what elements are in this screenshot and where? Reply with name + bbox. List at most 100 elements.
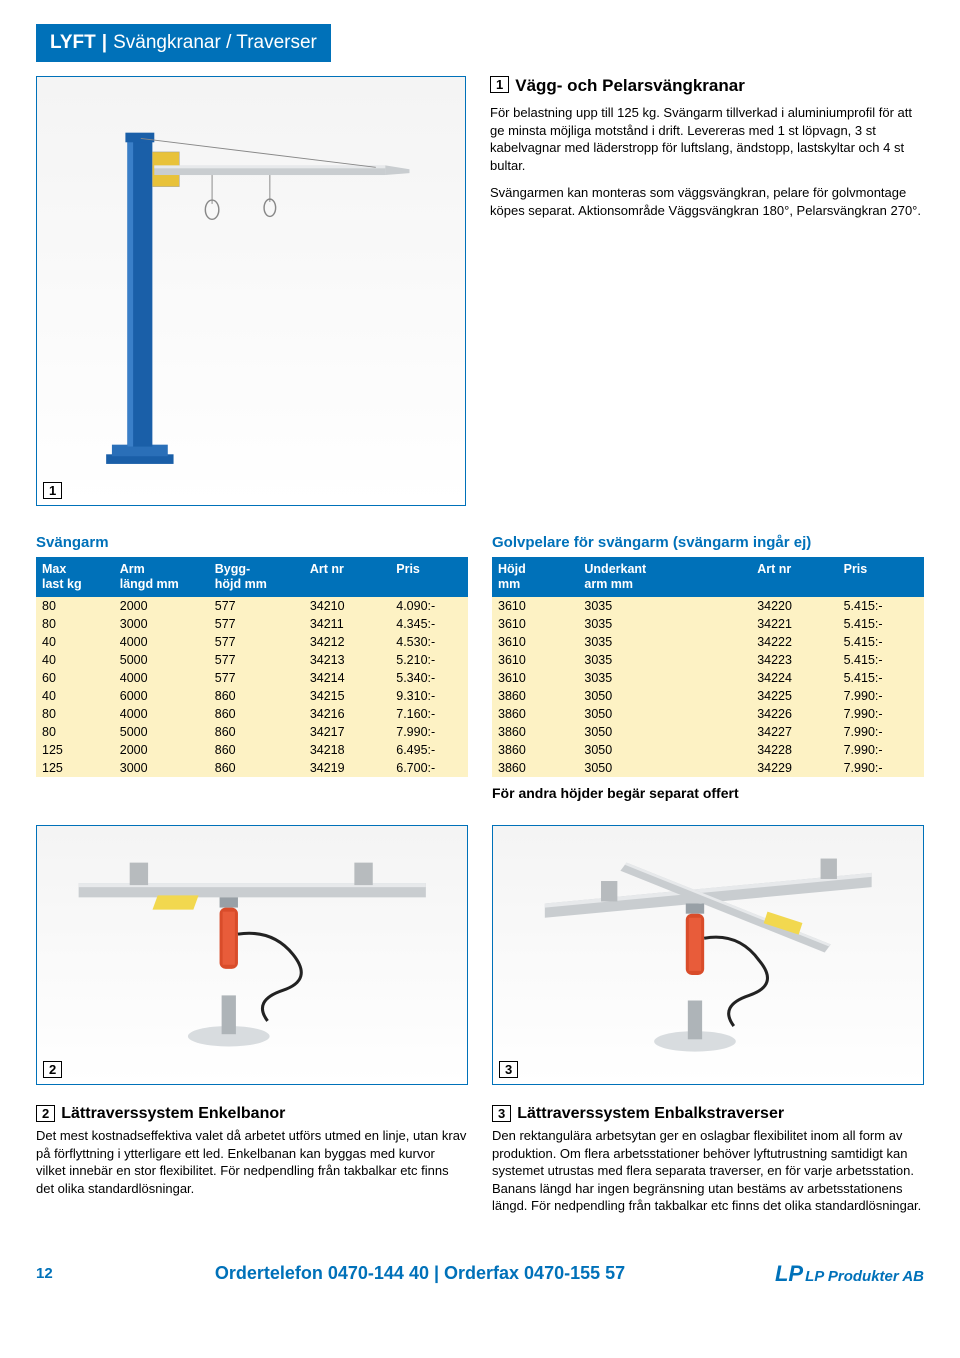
table-cell: 34221 — [751, 615, 837, 633]
table-cell: 6.495:- — [390, 741, 468, 759]
table-cell: 40 — [36, 633, 114, 651]
table-cell: 3860 — [492, 723, 578, 741]
table-cell: 34228 — [751, 741, 837, 759]
table-row: 404000577342124.530:- — [36, 633, 468, 651]
category-label: LYFT — [50, 32, 96, 53]
table-cell: 3050 — [578, 723, 751, 741]
table-row: 36103035342205.415:- — [492, 597, 924, 615]
table-cell: 4000 — [114, 705, 209, 723]
category-tab: LYFT|Svängkranar / Traverser — [36, 24, 331, 62]
table-cell: 34213 — [304, 651, 390, 669]
table-cell: 3860 — [492, 705, 578, 723]
table1-title: Svängarm — [36, 534, 468, 551]
enkelbanor-illustration — [48, 832, 457, 1077]
table-cell: 34227 — [751, 723, 837, 741]
table-cell: 3035 — [578, 597, 751, 615]
table-row: 36103035342235.415:- — [492, 651, 924, 669]
table-cell: 34224 — [751, 669, 837, 687]
table-cell: 5.210:- — [390, 651, 468, 669]
table-cell: 5.415:- — [838, 633, 924, 651]
table-cell: 125 — [36, 759, 114, 777]
table-cell: 125 — [36, 741, 114, 759]
table-cell: 80 — [36, 723, 114, 741]
section2-title: Lättraverssystem Enkelbanor — [61, 1105, 285, 1122]
table-svangarm: Max last kgArm längd mmBygg- höjd mmArt … — [36, 557, 468, 777]
table-row: 405000577342135.210:- — [36, 651, 468, 669]
table-cell: 3610 — [492, 597, 578, 615]
table-row: 38603050342257.990:- — [492, 687, 924, 705]
table-cell: 34210 — [304, 597, 390, 615]
table-cell: 577 — [209, 633, 304, 651]
table-cell: 3610 — [492, 633, 578, 651]
table-cell: 4.345:- — [390, 615, 468, 633]
table-cell: 4000 — [114, 633, 209, 651]
section1-p2: Svängarmen kan monteras som väggsvängkra… — [490, 184, 924, 219]
company-logo: LPLP Produkter AB — [764, 1261, 924, 1287]
table-cell: 7.160:- — [390, 705, 468, 723]
table-cell: 3610 — [492, 651, 578, 669]
table-cell: 3610 — [492, 669, 578, 687]
product-image-1: 1 — [36, 76, 466, 506]
table-cell: 34217 — [304, 723, 390, 741]
table-cell: 860 — [209, 723, 304, 741]
table-cell: 4000 — [114, 669, 209, 687]
table-cell: 3610 — [492, 615, 578, 633]
table-cell: 5.415:- — [838, 615, 924, 633]
table-cell: 34229 — [751, 759, 837, 777]
table-cell: 860 — [209, 759, 304, 777]
image-badge-2: 2 — [43, 1061, 62, 1078]
table-header: Pris — [390, 557, 468, 597]
image-badge-1: 1 — [43, 482, 62, 499]
table-cell: 6000 — [114, 687, 209, 705]
table-cell: 577 — [209, 669, 304, 687]
table-cell: 6.700:- — [390, 759, 468, 777]
table-cell: 34218 — [304, 741, 390, 759]
title-badge-1: 1 — [490, 76, 509, 93]
table-header: Art nr — [751, 557, 837, 597]
table-cell: 2000 — [114, 741, 209, 759]
table-cell: 5.415:- — [838, 651, 924, 669]
table-cell: 4.530:- — [390, 633, 468, 651]
page-footer: 12 Ordertelefon 0470-144 40 | Orderfax 0… — [0, 1251, 960, 1303]
subcategory-label: Svängkranar / Traverser — [113, 32, 317, 53]
table-row: 38603050342297.990:- — [492, 759, 924, 777]
table-cell: 3035 — [578, 633, 751, 651]
table-row: 804000860342167.160:- — [36, 705, 468, 723]
table-cell: 3050 — [578, 759, 751, 777]
table-cell: 5.340:- — [390, 669, 468, 687]
table-row: 36103035342225.415:- — [492, 633, 924, 651]
table-row: 36103035342245.415:- — [492, 669, 924, 687]
table2-title: Golvpelare för svängarm (svängarm ingår … — [492, 534, 924, 551]
table-cell: 34214 — [304, 669, 390, 687]
table-cell: 34220 — [751, 597, 837, 615]
table-cell: 5.415:- — [838, 669, 924, 687]
table-cell: 80 — [36, 705, 114, 723]
table-cell: 3860 — [492, 741, 578, 759]
table-cell: 60 — [36, 669, 114, 687]
table-cell: 860 — [209, 687, 304, 705]
table-golvpelare: Höjd mmUnderkant arm mmArt nrPris 361030… — [492, 557, 924, 777]
table-cell: 7.990:- — [838, 705, 924, 723]
table-cell: 34223 — [751, 651, 837, 669]
table-cell: 40 — [36, 687, 114, 705]
table-cell: 7.990:- — [838, 687, 924, 705]
table-cell: 34215 — [304, 687, 390, 705]
table-row: 1253000860342196.700:- — [36, 759, 468, 777]
table-cell: 5000 — [114, 723, 209, 741]
table-cell: 34226 — [751, 705, 837, 723]
table-header: Underkant arm mm — [578, 557, 751, 597]
crane-illustration — [58, 98, 443, 483]
table-cell: 5.415:- — [838, 597, 924, 615]
table-row: 1252000860342186.495:- — [36, 741, 468, 759]
table-cell: 34225 — [751, 687, 837, 705]
table-row: 38603050342267.990:- — [492, 705, 924, 723]
table2-note: För andra höjder begär separat offert — [492, 785, 924, 801]
table-header: Arm längd mm — [114, 557, 209, 597]
table-cell: 7.990:- — [390, 723, 468, 741]
table-header: Pris — [838, 557, 924, 597]
section1-p1: För belastning upp till 125 kg. Svängarm… — [490, 104, 924, 174]
section2-body: Det mest kostnadseffektiva valet då arbe… — [36, 1127, 468, 1197]
table-cell: 577 — [209, 651, 304, 669]
table-row: 802000577342104.090:- — [36, 597, 468, 615]
section3-title: Lättraverssystem Enbalkstraverser — [517, 1105, 784, 1122]
